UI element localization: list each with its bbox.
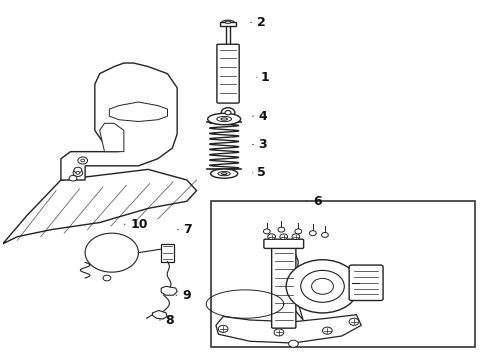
Circle shape — [264, 229, 270, 234]
Circle shape — [278, 227, 285, 232]
Text: 8: 8 — [166, 314, 174, 327]
Ellipse shape — [208, 113, 241, 125]
Text: 4: 4 — [259, 110, 268, 123]
Ellipse shape — [221, 173, 227, 175]
FancyBboxPatch shape — [271, 246, 296, 328]
Circle shape — [312, 278, 333, 294]
Circle shape — [69, 175, 77, 181]
Circle shape — [268, 234, 275, 239]
Bar — [161, 244, 174, 261]
FancyBboxPatch shape — [264, 239, 304, 248]
Circle shape — [219, 325, 228, 332]
Circle shape — [286, 260, 359, 313]
Circle shape — [103, 275, 111, 281]
Circle shape — [81, 159, 85, 162]
Bar — [211, 201, 475, 347]
Circle shape — [274, 329, 284, 336]
Circle shape — [295, 229, 302, 234]
Ellipse shape — [222, 20, 234, 24]
Circle shape — [73, 169, 83, 176]
Ellipse shape — [225, 21, 231, 23]
Circle shape — [301, 270, 344, 302]
Polygon shape — [216, 315, 361, 343]
Circle shape — [225, 111, 231, 115]
Polygon shape — [3, 169, 196, 244]
Circle shape — [322, 327, 332, 334]
Circle shape — [76, 171, 80, 174]
Ellipse shape — [217, 117, 232, 122]
Circle shape — [349, 318, 359, 325]
Circle shape — [78, 157, 88, 164]
Polygon shape — [61, 63, 177, 180]
Circle shape — [280, 234, 288, 239]
Circle shape — [221, 108, 235, 118]
Polygon shape — [286, 251, 303, 320]
Circle shape — [292, 234, 300, 239]
Text: 5: 5 — [257, 166, 266, 179]
Circle shape — [309, 231, 316, 236]
Polygon shape — [161, 286, 177, 295]
Ellipse shape — [221, 118, 227, 120]
FancyBboxPatch shape — [217, 44, 239, 103]
Text: 9: 9 — [182, 289, 191, 302]
Text: 7: 7 — [183, 223, 192, 236]
Text: 2: 2 — [257, 16, 266, 29]
FancyBboxPatch shape — [349, 265, 383, 301]
Polygon shape — [152, 310, 167, 319]
Polygon shape — [109, 102, 168, 122]
Bar — [220, 22, 236, 26]
Circle shape — [289, 340, 298, 347]
Circle shape — [74, 167, 82, 173]
Circle shape — [321, 233, 328, 238]
Ellipse shape — [211, 169, 238, 178]
Ellipse shape — [218, 172, 230, 176]
Polygon shape — [99, 123, 124, 152]
Text: 6: 6 — [313, 195, 321, 208]
Text: 1: 1 — [261, 71, 270, 84]
Text: 10: 10 — [130, 218, 147, 231]
Text: 3: 3 — [259, 138, 267, 151]
